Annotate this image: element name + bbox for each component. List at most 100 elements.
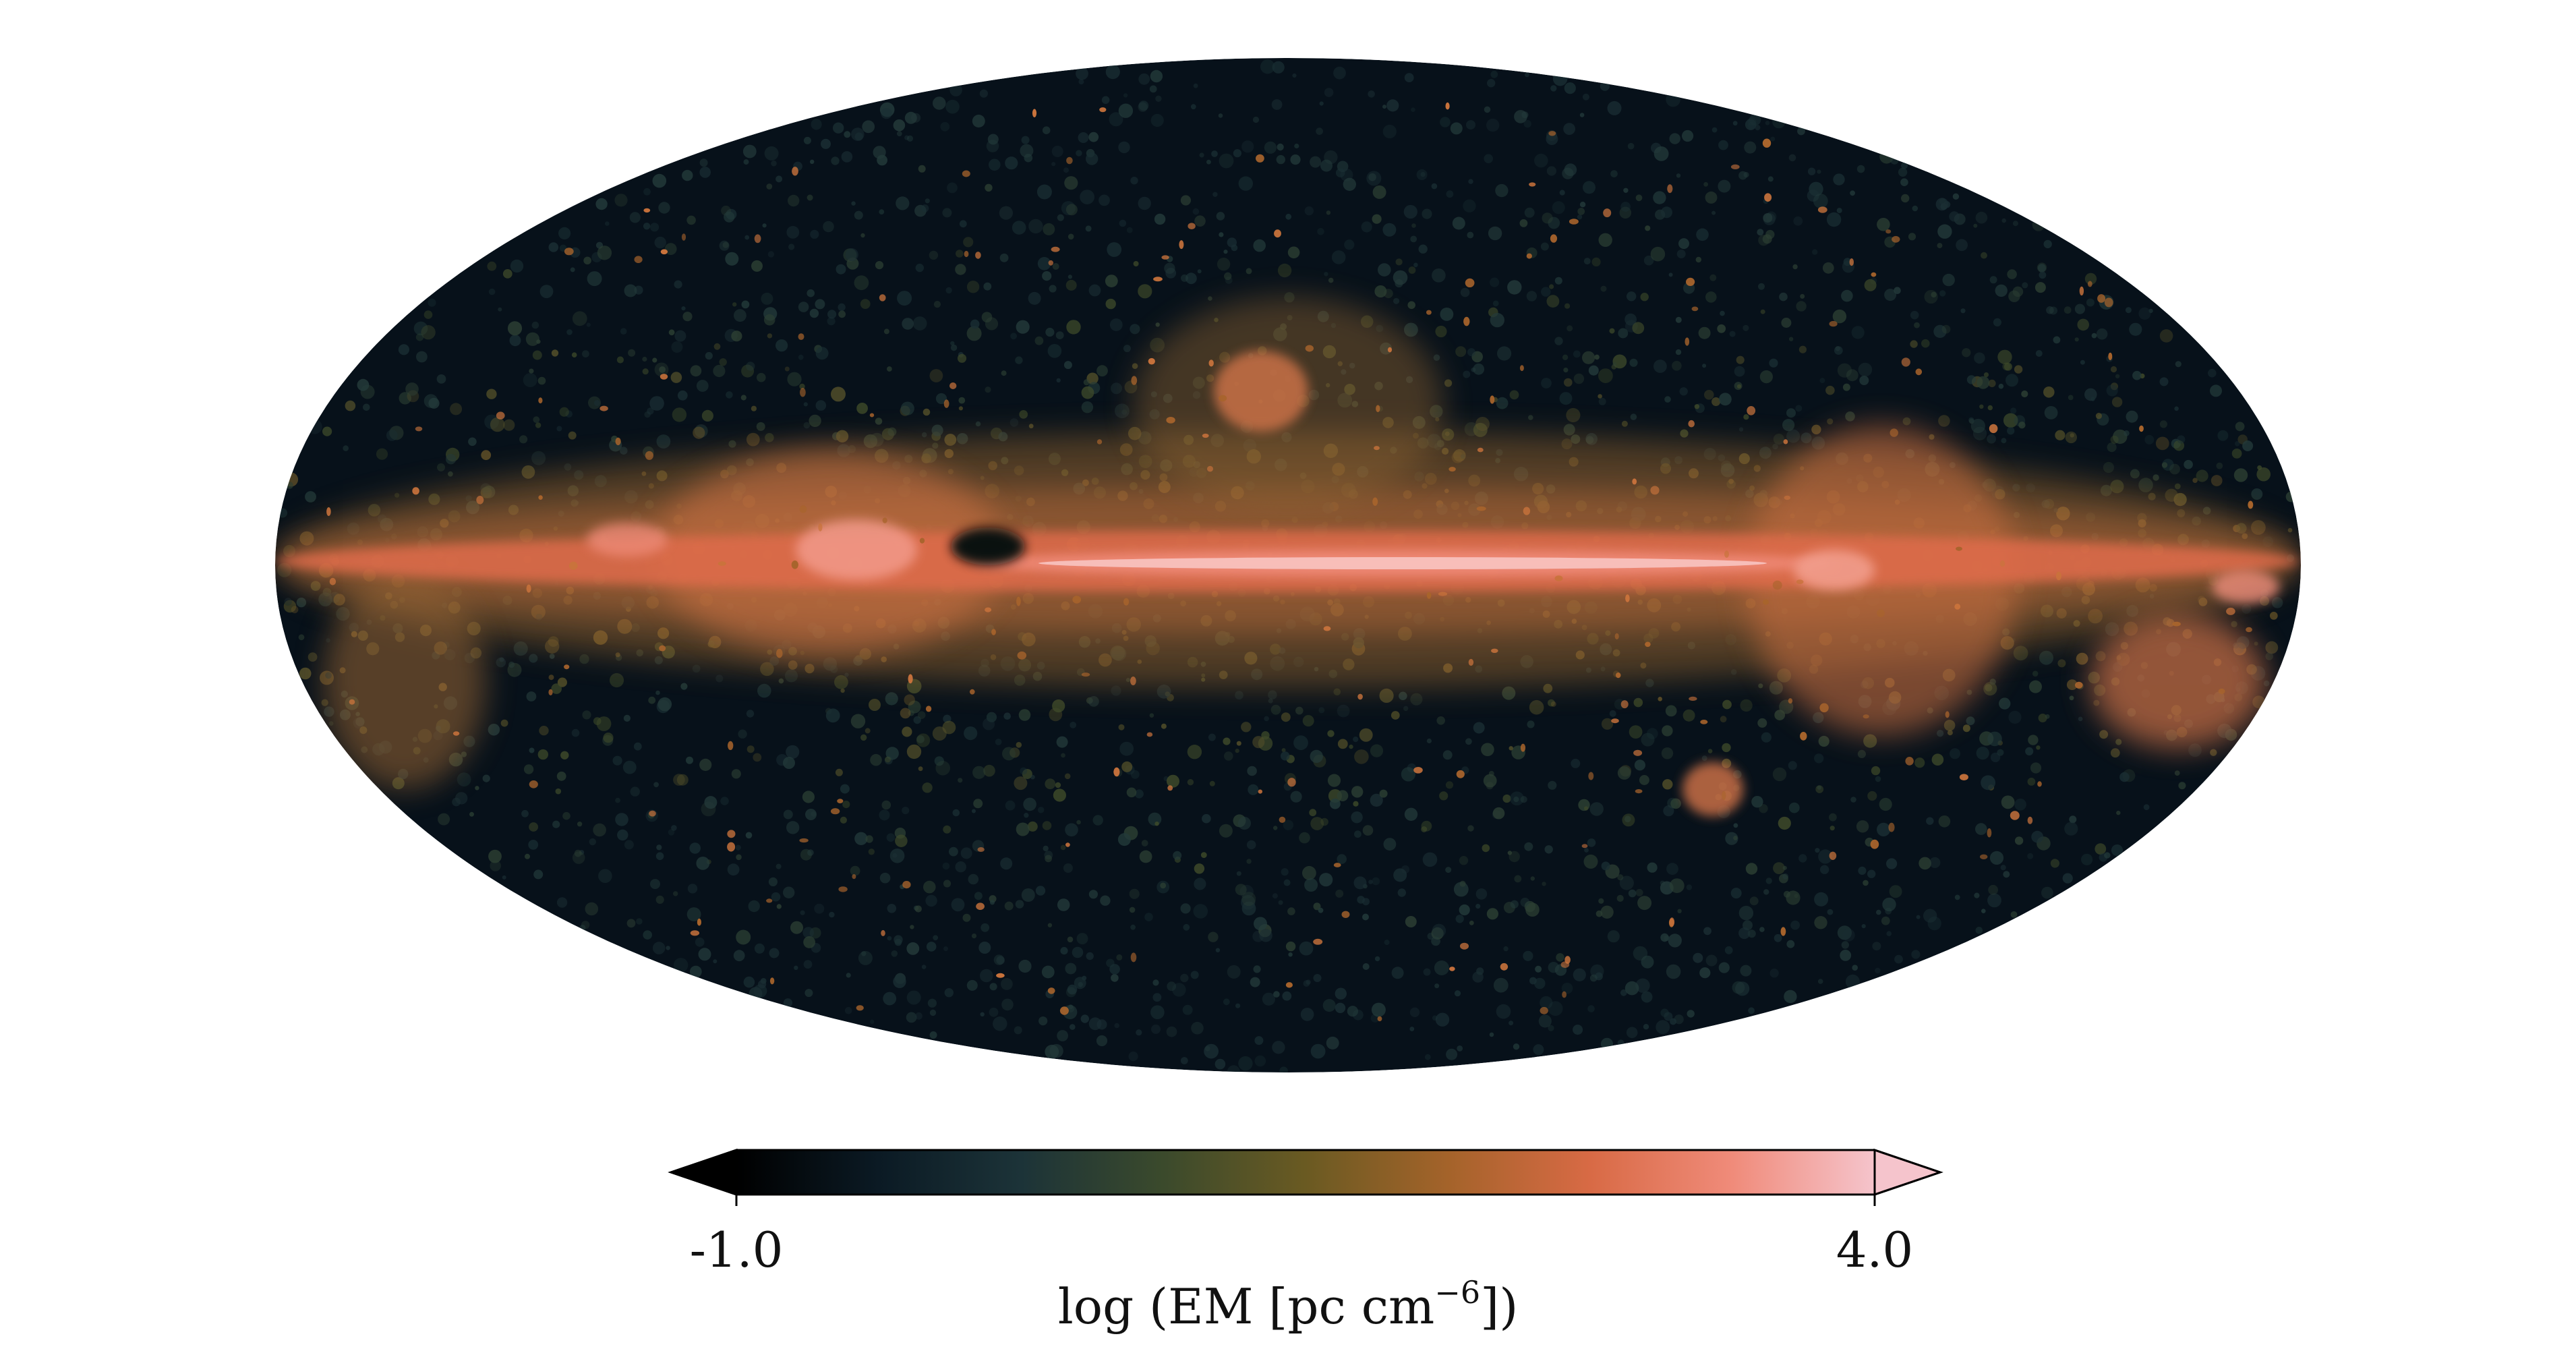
sky-texture-speck [1629,358,1638,367]
sky-texture-speck [620,328,627,335]
point-source [949,382,957,389]
sky-texture-speck [1080,1014,1090,1023]
sky-texture-speck [1250,977,1260,987]
sky-texture-speck [1663,805,1674,817]
point-source [660,249,668,255]
sky-texture-speck [1060,844,1066,851]
sky-texture-speck [1617,1039,1624,1047]
sky-texture-speck [906,942,920,955]
sky-texture-speck [565,410,573,418]
sky-texture-speck [1401,767,1415,782]
sky-texture-speck [964,726,978,741]
sky-texture-speck [416,351,428,363]
sky-texture-speck [2046,306,2054,314]
sky-texture-speck [326,638,330,643]
sky-texture-speck [1881,916,1890,925]
sky-texture-speck [869,699,881,711]
sky-texture-speck [507,321,523,336]
sky-texture-speck [1292,73,1297,78]
sky-texture-speck [1096,1035,1108,1047]
sky-texture-speck [1583,258,1591,265]
sky-texture-speck [1989,276,1997,284]
sky-texture-speck [1445,781,1454,789]
point-source [1980,854,1988,860]
sky-texture-speck [2126,410,2138,423]
sky-texture-speck [1271,99,1283,110]
sky-texture-speck [1130,924,1136,930]
sky-texture-speck [1981,252,1987,259]
sky-texture-speck [1194,215,1206,227]
sky-texture-speck [733,950,745,962]
sky-texture-speck [1676,173,1681,178]
sky-texture-speck [1016,320,1030,334]
sky-texture-speck [423,310,433,319]
sky-texture-speck [1272,61,1285,74]
sky-texture-speck [699,159,708,167]
sky-texture-speck [1403,706,1409,712]
sky-texture-speck [1130,177,1138,185]
sky-texture-speck [1628,889,1637,898]
sky-texture-speck [1313,902,1321,911]
sky-texture-speck [468,437,477,447]
sky-texture-speck [1612,362,1617,367]
sky-texture-speck [1337,854,1347,864]
sky-texture-speck [345,400,356,411]
sky-texture-speck [307,419,322,434]
sky-texture-speck [2025,747,2034,755]
sky-texture-speck [2107,442,2117,453]
sky-texture-speck [1418,244,1428,254]
point-source [660,374,668,380]
sky-texture-speck [895,834,908,847]
sky-texture-speck [1669,133,1680,144]
sky-texture-speck [904,694,915,706]
sky-texture-speck [776,904,782,909]
sky-texture-speck [1349,744,1353,749]
sky-texture-speck [942,862,950,870]
point-source [476,496,484,505]
sky-texture-speck [1294,143,1299,149]
sky-texture-speck [1758,683,1763,689]
sky-texture-speck [989,900,995,905]
sky-texture-speck [1192,208,1200,215]
sky-texture-speck [1306,979,1311,985]
sky-texture-speck [2084,388,2097,401]
sky-texture-speck [1937,224,1952,239]
sky-texture-speck [840,784,850,794]
sky-texture-speck [1190,971,1199,979]
point-source [1849,258,1854,266]
point-source [1161,255,1169,260]
sky-texture-speck [2014,836,2024,845]
sky-texture-speck [802,927,814,938]
sky-texture-speck [1272,1041,1285,1054]
point-source [798,333,804,340]
sky-texture-speck [1403,204,1417,219]
sky-texture-speck [1019,410,1028,419]
point-source [1463,316,1470,326]
sky-texture-speck [696,857,710,870]
sky-texture-speck [1749,896,1759,906]
sky-texture-speck [531,451,546,465]
sky-texture-speck [975,421,981,427]
sky-texture-speck [673,774,685,786]
sky-texture-speck [1371,1002,1386,1017]
sky-texture-speck [1391,711,1400,720]
sky-texture-speck [1005,800,1016,811]
sky-texture-speck [587,271,602,287]
point-source [1783,439,1788,444]
sky-texture-speck [1020,144,1034,158]
sky-texture-speck [1028,424,1034,429]
point-source [412,487,419,495]
sky-texture-speck [1118,141,1130,154]
sky-texture-speck [636,918,643,925]
sky-texture-speck [498,307,502,312]
sky-texture-speck [1424,1054,1431,1060]
sky-texture-speck [624,284,637,297]
point-source [452,731,460,736]
point-source [1722,791,1726,801]
sky-texture-speck [968,873,979,885]
sky-texture-speck [500,719,508,727]
sky-texture-speck [1130,770,1140,779]
sky-texture-speck [2027,853,2034,859]
sky-texture-speck [1045,1044,1059,1059]
sky-texture-speck [1774,934,1782,942]
